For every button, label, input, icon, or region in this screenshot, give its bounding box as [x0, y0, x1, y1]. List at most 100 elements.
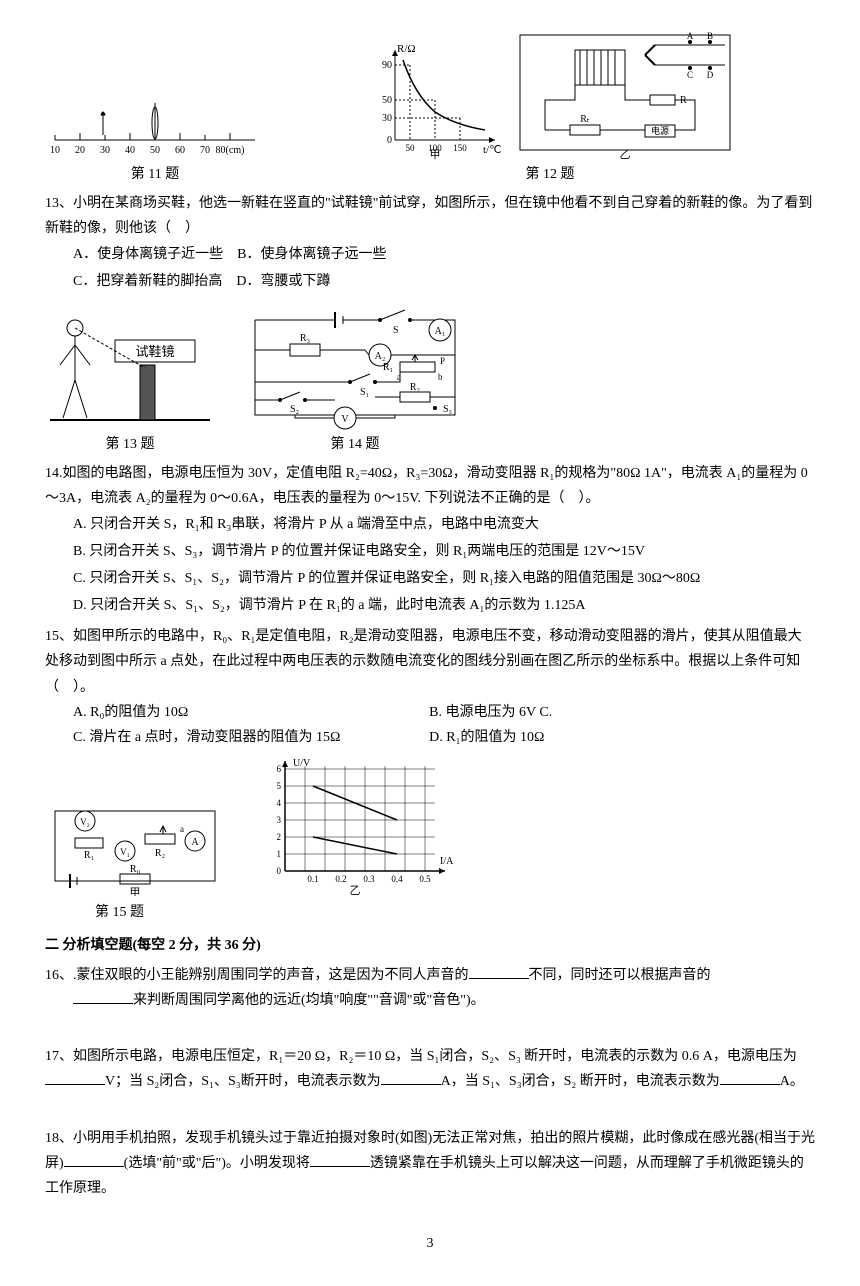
q14-optA: A. 只闭合开关 S，R₁和 R₃串联，将滑片 P 从 a 端滑至中点，电路中电…	[73, 512, 815, 537]
q16-num: 16、	[45, 968, 73, 983]
figure-row-15: V₂ R₁ V₁ R₂ a A R₀ 甲	[45, 756, 815, 896]
q13-text: 小明在某商场买鞋，他选一新鞋在竖直的"试鞋镜"前试穿，如图所示，但在镜中他看不到…	[45, 196, 812, 236]
svg-text:A: A	[191, 837, 199, 848]
q18-num: 18、	[45, 1131, 73, 1146]
svg-text:S: S	[393, 325, 399, 336]
q15-optC: C. 滑片在 a 点时，滑动变阻器的阻值为 15Ω	[73, 725, 429, 750]
svg-text:A₁: A₁	[435, 326, 446, 337]
svg-text:甲: 甲	[430, 149, 441, 160]
caption-14: 第 14 题	[331, 432, 380, 457]
svg-text:R₂: R₂	[155, 848, 165, 859]
svg-text:20: 20	[75, 145, 85, 156]
svg-text:R₁: R₁	[383, 362, 393, 373]
q16-b: 不同，同时还可以根据声音的	[529, 968, 711, 983]
svg-text:R₁: R₁	[84, 850, 94, 861]
svg-text:6: 6	[277, 764, 282, 774]
svg-text:S₃: S₃	[443, 404, 452, 415]
caption-12: 第 12 题	[526, 162, 575, 187]
svg-text:90: 90	[382, 60, 392, 71]
svg-text:0.2: 0.2	[335, 874, 346, 884]
q18-b: (选填"前"或"后")。小明发现将	[124, 1156, 310, 1171]
figure-11: 10 20 30 40 50 60 70 80(cm) 第 11 题	[45, 85, 265, 187]
q15-num: 15、	[45, 629, 73, 644]
svg-text:R/Ω: R/Ω	[397, 43, 416, 55]
svg-text:P: P	[440, 356, 445, 366]
svg-text:甲: 甲	[130, 887, 141, 896]
svg-text:D: D	[707, 70, 714, 80]
q18-blank1[interactable]	[64, 1153, 124, 1167]
section-2-title: 二 分析填空题(每空 2 分，共 36 分)	[45, 933, 815, 958]
svg-text:试鞋镜: 试鞋镜	[135, 344, 174, 359]
q15-optA: A. R₀的阻值为 10Ω	[73, 700, 429, 725]
question-15: 15、如图甲所示的电路中，R₀、R₁是定值电阻，R₂是滑动变阻器，电源电压不变，…	[45, 624, 815, 750]
svg-text:0.1: 0.1	[307, 874, 318, 884]
q14-optC: C. 只闭合开关 S、S₁、S₂，调节滑片 P 的位置并保证电路安全，则 R₁接…	[73, 566, 815, 591]
svg-text:2: 2	[277, 832, 282, 842]
figure-14: S A₁ R₃ A₂ P ab R₁ S₁ S₂ R₂	[235, 300, 475, 457]
q16-c: 来判断周围同学离他的远近(均填"响度""音调"或"音色")。	[133, 993, 485, 1008]
q15-optB: B. 电源电压为 6V	[429, 705, 536, 720]
svg-text:V₂: V₂	[80, 817, 90, 827]
q17-blank1[interactable]	[45, 1071, 105, 1085]
q16-blank2[interactable]	[73, 990, 133, 1004]
svg-text:S₁: S₁	[360, 387, 369, 398]
question-14: 14.如图的电路图，电源电压恒为 30V，定值电阻 R₂=40Ω，R₃=30Ω，…	[45, 461, 815, 618]
q17-num: 17、	[45, 1049, 73, 1064]
svg-text:150: 150	[453, 143, 467, 153]
q18-blank2[interactable]	[310, 1153, 370, 1167]
svg-text:I/A: I/A	[440, 856, 454, 867]
figure-12: R/Ω t/℃ 90 50 30 0 50 100 150 甲	[285, 30, 815, 187]
graph-15-svg: U/VI/A 0 1 2 3 4 5 6 0.1 0.2 0.3 0.4 0.5…	[255, 756, 455, 896]
svg-text:A₂: A₂	[375, 351, 386, 362]
circuit-14-svg: S A₁ R₃ A₂ P ab R₁ S₁ S₂ R₂	[235, 300, 475, 430]
page-number: 3	[45, 1231, 815, 1256]
svg-text:C: C	[687, 70, 693, 80]
caption-11: 第 11 题	[131, 162, 179, 187]
q13-optC: C．把穿着新鞋的脚抬高	[73, 274, 222, 289]
figure-13: 试鞋镜 第 13 题	[45, 310, 215, 457]
question-17: 17、如图所示电路，电源电压恒定，R₁＝20 Ω，R₂＝10 Ω，当 S₁闭合，…	[45, 1044, 815, 1094]
svg-text:80(cm): 80(cm)	[216, 145, 245, 156]
svg-text:电源: 电源	[651, 125, 669, 136]
q16-blank1[interactable]	[469, 965, 529, 979]
q17-d: A。	[780, 1074, 804, 1089]
svg-text:t/℃: t/℃	[483, 144, 501, 156]
svg-text:50: 50	[406, 143, 416, 153]
svg-text:0.3: 0.3	[363, 874, 375, 884]
svg-text:乙: 乙	[620, 148, 631, 160]
figure-row-13-14: 试鞋镜 第 13 题 S A₁ R₃ A₂	[45, 300, 815, 457]
q17-blank3[interactable]	[720, 1071, 780, 1085]
svg-text:10: 10	[50, 145, 60, 156]
q17-b: V；当 S₂闭合，S₁、S₃断开时，电流表示数为	[105, 1074, 381, 1089]
caption-15: 第 15 题	[45, 900, 815, 925]
q13-optB: B．使身体离镜子远一些	[237, 247, 386, 262]
figure-15-circuit: V₂ R₁ V₁ R₂ a A R₀ 甲	[45, 796, 225, 896]
question-18: 18、小明用手机拍照，发现手机镜头过于靠近拍摄对象时(如图)无法正常对焦，拍出的…	[45, 1126, 815, 1202]
svg-text:a: a	[180, 824, 184, 834]
svg-text:30: 30	[382, 113, 392, 124]
svg-text:R₃: R₃	[300, 333, 310, 344]
svg-text:50: 50	[382, 95, 392, 106]
svg-text:60: 60	[175, 145, 185, 156]
q17-blank2[interactable]	[381, 1071, 441, 1085]
q15-optD: D. R₁的阻值为 10Ω	[429, 725, 785, 750]
svg-text:R₀: R₀	[130, 864, 141, 875]
figure-row-11-12: 10 20 30 40 50 60 70 80(cm) 第 11 题 R/Ω t…	[45, 30, 815, 187]
q15-optC-prefix: C.	[539, 705, 552, 720]
svg-text:0: 0	[387, 135, 392, 146]
svg-text:b: b	[438, 372, 443, 382]
q13-num: 13、	[45, 196, 73, 211]
q13-optD: D．弯腰或下蹲	[236, 274, 330, 289]
q14-optB: B. 只闭合开关 S、S₃，调节滑片 P 的位置并保证电路安全，则 R₁两端电压…	[73, 539, 815, 564]
mirror-svg: 试鞋镜	[45, 310, 215, 430]
q17-c: A，当 S₁、S₃闭合，S₂ 断开时，电流表示数为	[441, 1074, 720, 1089]
ruler-svg: 10 20 30 40 50 60 70 80(cm)	[45, 85, 265, 160]
q17-a: 如图所示电路，电源电压恒定，R₁＝20 Ω，R₂＝10 Ω，当 S₁闭合，S₂、…	[73, 1049, 797, 1064]
svg-text:R₂: R₂	[410, 382, 420, 393]
svg-text:0.4: 0.4	[391, 874, 403, 884]
relay-svg: A B C D R 电源 Rₜ 乙	[515, 30, 735, 160]
svg-text:Rₜ: Rₜ	[580, 114, 590, 125]
svg-text:S₂: S₂	[290, 404, 299, 415]
figure-15-graph: U/VI/A 0 1 2 3 4 5 6 0.1 0.2 0.3 0.4 0.5…	[255, 756, 455, 896]
svg-text:70: 70	[200, 145, 210, 156]
